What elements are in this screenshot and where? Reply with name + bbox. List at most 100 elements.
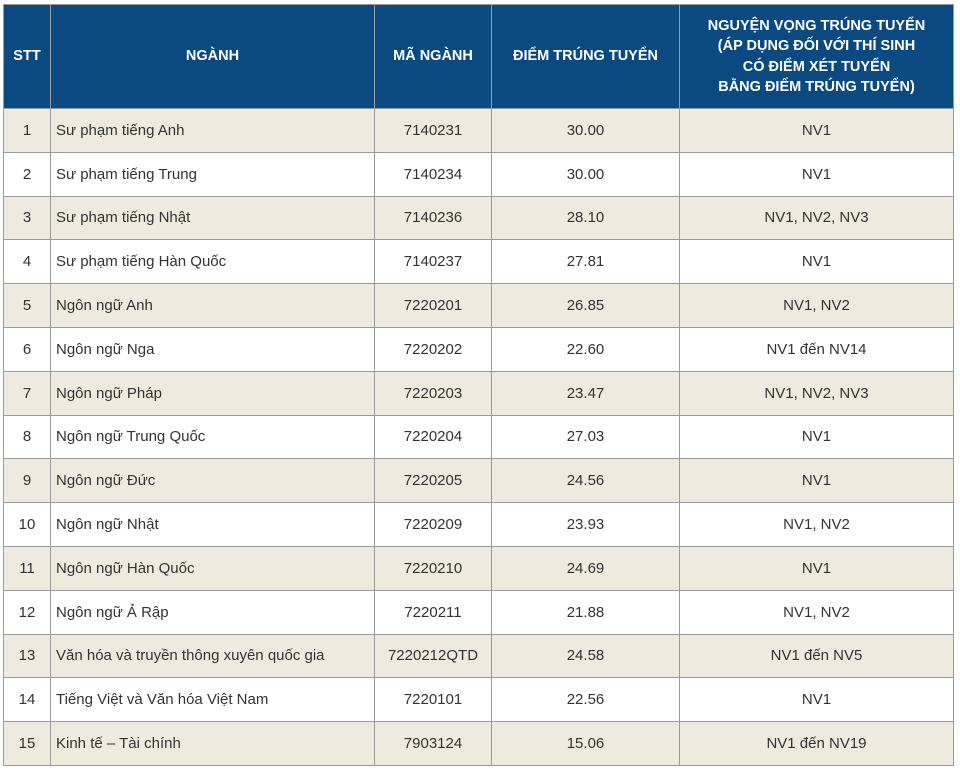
header-nguyen-vong-line: CÓ ĐIỂM XÉT TUYỂN bbox=[742, 58, 891, 75]
cell-stt: 5 bbox=[3, 283, 51, 328]
cell-nganh: Sư phạm tiếng Hàn Quốc bbox=[50, 239, 375, 285]
cell-nganh: Ngôn ngữ Hàn Quốc bbox=[50, 545, 375, 591]
header-nganh: NGÀNH bbox=[50, 4, 375, 109]
table-row: 2 Sư phạm tiếng Trung 7140234 30.00 NV1 bbox=[3, 151, 954, 197]
cell-diem-trung-tuyen: 15.06 bbox=[491, 721, 680, 766]
cell-diem-trung-tuyen: 22.60 bbox=[491, 326, 680, 372]
cell-ma-nganh: 7140231 bbox=[374, 108, 492, 153]
cell-ma-nganh: 7220212QTD bbox=[374, 633, 492, 679]
cell-nganh: Ngôn ngữ Nga bbox=[50, 326, 375, 372]
cell-diem-trung-tuyen: 28.10 bbox=[491, 195, 680, 241]
admission-scores-table-container: STT NGÀNH MÃ NGÀNH ĐIỂM TRÚNG TUYỂN NGUY… bbox=[3, 4, 954, 766]
cell-ma-nganh: 7220203 bbox=[374, 370, 492, 416]
cell-diem-trung-tuyen: 27.03 bbox=[491, 414, 680, 460]
admission-scores-table: STT NGÀNH MÃ NGÀNH ĐIỂM TRÚNG TUYỂN NGUY… bbox=[3, 4, 954, 766]
cell-nganh: Sư phạm tiếng Anh bbox=[50, 108, 375, 153]
cell-nguyen-vong: NV1 đến NV19 bbox=[679, 721, 954, 766]
cell-diem-trung-tuyen: 21.88 bbox=[491, 589, 680, 635]
cell-nganh: Ngôn ngữ Anh bbox=[50, 283, 375, 328]
header-nguyen-vong-line: NGUYỆN VỌNG TRÚNG TUYỂN bbox=[707, 17, 926, 34]
cell-stt: 1 bbox=[3, 108, 51, 153]
cell-nguyen-vong: NV1, NV2 bbox=[679, 589, 954, 635]
table-row: 1 Sư phạm tiếng Anh 7140231 30.00 NV1 bbox=[3, 108, 954, 153]
table-row: 14 Tiếng Việt và Văn hóa Việt Nam 7220101 2… bbox=[3, 677, 954, 723]
cell-nguyen-vong: NV1 bbox=[679, 108, 954, 153]
header-nguyen-vong: NGUYỆN VỌNG TRÚNG TUYỂN (ÁP DỤNG ĐỐI VỚI… bbox=[679, 4, 954, 109]
table-row: 6 Ngôn ngữ Nga 7220202 22.60 NV1 đến NV14 bbox=[3, 326, 954, 372]
cell-diem-trung-tuyen: 23.47 bbox=[491, 370, 680, 416]
cell-ma-nganh: 7903124 bbox=[374, 721, 492, 766]
cell-ma-nganh: 7220201 bbox=[374, 283, 492, 328]
table-row: 10 Ngôn ngữ Nhật 7220209 23.93 NV1, NV2 bbox=[3, 502, 954, 547]
cell-ma-nganh: 7220202 bbox=[374, 326, 492, 372]
cell-diem-trung-tuyen: 30.00 bbox=[491, 151, 680, 197]
cell-ma-nganh: 7220210 bbox=[374, 545, 492, 591]
cell-ma-nganh: 7220211 bbox=[374, 589, 492, 635]
cell-nganh: Kinh tế – Tài chính bbox=[50, 721, 375, 766]
header-diem-trung-tuyen: ĐIỂM TRÚNG TUYỂN bbox=[491, 4, 680, 109]
cell-diem-trung-tuyen: 27.81 bbox=[491, 239, 680, 285]
cell-nguyen-vong: NV1 bbox=[679, 414, 954, 460]
table-row: 12 Ngôn ngữ Ả Rập 7220211 21.88 NV1, NV2 bbox=[3, 589, 954, 635]
cell-diem-trung-tuyen: 23.93 bbox=[491, 502, 680, 547]
cell-stt: 13 bbox=[3, 633, 51, 679]
table-row: 15 Kinh tế – Tài chính 7903124 15.06 NV1 đến… bbox=[3, 721, 954, 766]
header-ma-nganh: MÃ NGÀNH bbox=[374, 4, 492, 109]
table-row: 3 Sư phạm tiếng Nhật 7140236 28.10 NV1, NV2,… bbox=[3, 195, 954, 241]
cell-ma-nganh: 7220204 bbox=[374, 414, 492, 460]
cell-nguyen-vong: NV1, NV2, NV3 bbox=[679, 195, 954, 241]
cell-ma-nganh: 7140237 bbox=[374, 239, 492, 285]
table-row: 4 Sư phạm tiếng Hàn Quốc 7140237 27.81 NV1 bbox=[3, 239, 954, 285]
cell-nguyen-vong: NV1, NV2 bbox=[679, 283, 954, 328]
cell-nguyen-vong: NV1, NV2 bbox=[679, 502, 954, 547]
cell-diem-trung-tuyen: 22.56 bbox=[491, 677, 680, 723]
cell-nguyen-vong: NV1 bbox=[679, 458, 954, 504]
cell-stt: 12 bbox=[3, 589, 51, 635]
cell-stt: 9 bbox=[3, 458, 51, 504]
cell-nguyen-vong: NV1 đến NV5 bbox=[679, 633, 954, 679]
cell-ma-nganh: 7220209 bbox=[374, 502, 492, 547]
cell-nganh: Sư phạm tiếng Trung bbox=[50, 151, 375, 197]
cell-stt: 7 bbox=[3, 370, 51, 416]
cell-ma-nganh: 7140234 bbox=[374, 151, 492, 197]
cell-stt: 4 bbox=[3, 239, 51, 285]
table-row: 11 Ngôn ngữ Hàn Quốc 7220210 24.69 NV1 bbox=[3, 545, 954, 591]
cell-nguyen-vong: NV1 bbox=[679, 239, 954, 285]
table-header: STT NGÀNH MÃ NGÀNH ĐIỂM TRÚNG TUYỂN NGUY… bbox=[3, 4, 954, 109]
cell-nguyen-vong: NV1, NV2, NV3 bbox=[679, 370, 954, 416]
cell-ma-nganh: 7220205 bbox=[374, 458, 492, 504]
header-row: STT NGÀNH MÃ NGÀNH ĐIỂM TRÚNG TUYỂN NGUY… bbox=[3, 4, 954, 109]
cell-diem-trung-tuyen: 26.85 bbox=[491, 283, 680, 328]
cell-stt: 14 bbox=[3, 677, 51, 723]
cell-stt: 2 bbox=[3, 151, 51, 197]
cell-stt: 11 bbox=[3, 545, 51, 591]
header-nguyen-vong-line: (ÁP DỤNG ĐỐI VỚI THÍ SINH bbox=[717, 38, 916, 54]
cell-nganh: Ngôn ngữ Pháp bbox=[50, 370, 375, 416]
cell-nguyen-vong: NV1 bbox=[679, 677, 954, 723]
cell-nganh: Ngôn ngữ Đức bbox=[50, 458, 375, 504]
table-row: 13 Văn hóa và truyền thông xuyên quốc gia… bbox=[3, 633, 954, 679]
table-row: 7 Ngôn ngữ Pháp 7220203 23.47 NV1, NV2, NV3 bbox=[3, 370, 954, 416]
header-nguyen-vong-line: BẰNG ĐIỂM TRÚNG TUYỂN) bbox=[718, 79, 915, 95]
cell-nganh: Tiếng Việt và Văn hóa Việt Nam bbox=[50, 677, 375, 723]
cell-diem-trung-tuyen: 24.69 bbox=[491, 545, 680, 591]
cell-nganh: Sư phạm tiếng Nhật bbox=[50, 195, 375, 241]
cell-nguyen-vong: NV1 bbox=[679, 545, 954, 591]
cell-diem-trung-tuyen: 24.58 bbox=[491, 633, 680, 679]
header-stt: STT bbox=[3, 4, 51, 109]
cell-nguyen-vong: NV1 đến NV14 bbox=[679, 326, 954, 372]
cell-nganh: Ngôn ngữ Ả Rập bbox=[50, 589, 375, 635]
table-body: 1 Sư phạm tiếng Anh 7140231 30.00 NV1 2 Sư phạ… bbox=[3, 108, 954, 766]
table-row: 9 Ngôn ngữ Đức 7220205 24.56 NV1 bbox=[3, 458, 954, 504]
cell-nguyen-vong: NV1 bbox=[679, 151, 954, 197]
cell-stt: 15 bbox=[3, 721, 51, 766]
cell-diem-trung-tuyen: 30.00 bbox=[491, 108, 680, 153]
cell-stt: 10 bbox=[3, 502, 51, 547]
cell-nganh: Ngôn ngữ Trung Quốc bbox=[50, 414, 375, 460]
table-row: 8 Ngôn ngữ Trung Quốc 7220204 27.03 NV1 bbox=[3, 414, 954, 460]
cell-stt: 3 bbox=[3, 195, 51, 241]
cell-nganh: Văn hóa và truyền thông xuyên quốc gia bbox=[50, 633, 375, 679]
cell-diem-trung-tuyen: 24.56 bbox=[491, 458, 680, 504]
cell-stt: 8 bbox=[3, 414, 51, 460]
cell-ma-nganh: 7220101 bbox=[374, 677, 492, 723]
